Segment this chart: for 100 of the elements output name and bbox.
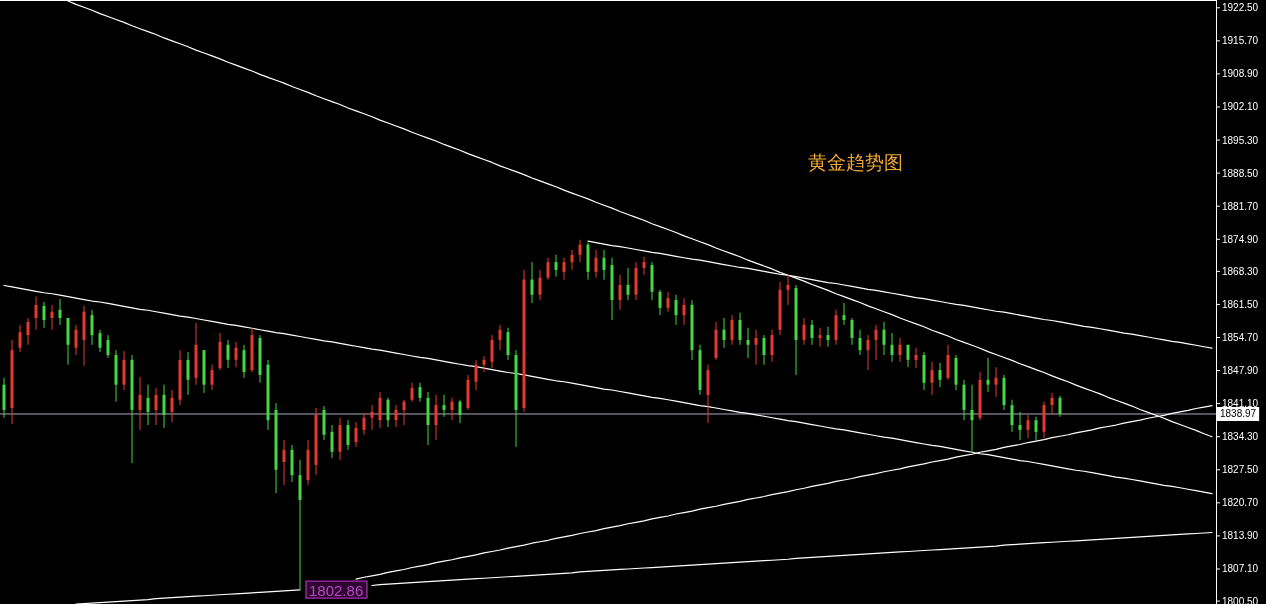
candlestick [170, 389, 174, 423]
candlestick [506, 327, 510, 361]
y-tick-label: 1841.10 [1222, 398, 1259, 410]
candlestick [74, 324, 78, 356]
candlestick [914, 347, 918, 369]
candlestick [482, 355, 486, 373]
candlestick [474, 359, 478, 391]
candlestick [842, 302, 846, 326]
candlestick [538, 269, 542, 301]
y-tick-label: 1813.90 [1222, 530, 1259, 542]
candlestick [786, 274, 790, 306]
candlestick [410, 382, 414, 403]
candlestick [738, 312, 742, 346]
y-tick-label: 1895.30 [1222, 134, 1259, 146]
candlestick [666, 291, 670, 313]
candlestick [378, 391, 382, 429]
candlestick [34, 296, 38, 331]
y-tick-label: 1902.10 [1222, 101, 1259, 113]
candlestick [26, 317, 30, 346]
candlestick [570, 249, 574, 271]
candlestick [858, 329, 862, 356]
candlestick [242, 344, 246, 379]
candlestick [578, 239, 582, 263]
candlestick [490, 334, 494, 369]
candlestick [226, 339, 230, 369]
candlestick [234, 341, 238, 368]
candlestick [810, 319, 814, 346]
candlestick [866, 334, 870, 371]
candlestick [1058, 395, 1062, 418]
candlestick [434, 394, 438, 441]
candlestick [1050, 392, 1054, 416]
candlestick [994, 366, 998, 398]
candlestick [386, 397, 390, 428]
y-tick-label: 1888.50 [1222, 167, 1259, 179]
candlestick [42, 301, 46, 329]
y-tick-label: 1915.70 [1222, 35, 1259, 47]
y-tick-label: 1861.50 [1222, 298, 1259, 310]
candlestick [802, 317, 806, 346]
candlestick [370, 404, 374, 431]
candlestick [594, 249, 598, 279]
y-tick-label: 1854.70 [1222, 332, 1259, 343]
candlestick [346, 419, 350, 451]
candlestick [450, 397, 454, 421]
candlestick [90, 309, 94, 346]
candlestick [282, 439, 286, 486]
candlestick [562, 257, 566, 281]
candlestick [642, 256, 646, 276]
candlestick [938, 362, 942, 388]
candlestick [58, 298, 62, 326]
candlestick [970, 384, 974, 454]
candlestick [730, 314, 734, 346]
candlestick [458, 399, 462, 424]
candlestick [162, 384, 166, 429]
y-tick-label: 1834.30 [1222, 431, 1259, 443]
candlestick [146, 384, 150, 426]
candlestick [682, 297, 686, 326]
y-tick-label: 1874.90 [1222, 233, 1259, 245]
candlestick [106, 334, 110, 359]
candlestick [1026, 414, 1030, 439]
candlestick [1010, 399, 1014, 433]
y-tick-label: 1800.50 [1222, 595, 1259, 604]
candlestick [138, 376, 142, 431]
annotation: 1802.86 [309, 581, 364, 599]
candlestick [722, 317, 726, 349]
y-tick-label: 1881.70 [1222, 200, 1259, 212]
candlestick [530, 261, 534, 304]
candlestick [554, 254, 558, 278]
candlestick [546, 257, 550, 281]
candlestick [1018, 411, 1022, 441]
text: 黄金趋势图 [807, 151, 903, 173]
candlestick [186, 351, 190, 396]
candlestick [746, 327, 750, 359]
candlestick [930, 361, 934, 396]
candlestick [602, 249, 606, 281]
y-tick-label: 1922.50 [1222, 2, 1259, 14]
candlestick [882, 321, 886, 356]
y-tick-label: 1827.50 [1222, 464, 1259, 476]
candlestick [498, 324, 502, 351]
candlestick [946, 344, 950, 381]
candlestick [154, 387, 158, 426]
candlestick [354, 421, 358, 448]
candlestick [850, 317, 854, 346]
candlestick [898, 337, 902, 363]
ref-line-label: 1838.97 [1220, 408, 1257, 420]
candlestick [362, 412, 366, 436]
y-tick-label: 1820.70 [1222, 497, 1259, 509]
candlestick [658, 289, 662, 316]
y-tick-label: 1868.30 [1222, 265, 1259, 277]
candlestick [618, 274, 622, 311]
candlestick [402, 399, 406, 426]
candlestick [330, 424, 334, 459]
y-tick-label: 1807.10 [1222, 563, 1259, 575]
y-tick-label: 1847.90 [1222, 365, 1259, 377]
candlestick [986, 357, 990, 393]
candlestick [442, 394, 446, 418]
candlestick [626, 267, 630, 301]
candlestick [770, 329, 774, 363]
candlestick [874, 324, 878, 361]
candlestick [818, 327, 822, 348]
candlestick [50, 304, 54, 331]
